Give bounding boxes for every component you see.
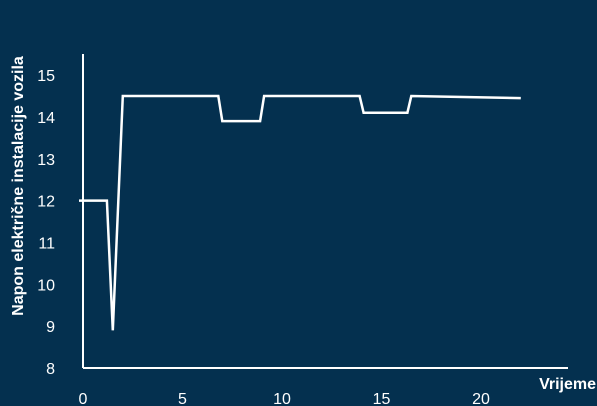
x-tick-label: 5 [178,391,187,406]
y-axis-title: Napon električne instalacije vozila [10,56,27,316]
y-tick-label: 8 [46,361,55,378]
y-tick-label: 9 [46,319,55,336]
x-tick-label: 15 [373,391,391,406]
x-tick-label: 10 [273,391,291,406]
x-tick-label: 20 [472,391,490,406]
y-tick-label: 14 [37,110,55,127]
y-tick-label: 10 [37,277,55,294]
y-tick-label: 11 [38,235,55,252]
x-axis-title: Vrijeme [539,376,596,393]
x-tick-label: 0 [79,391,88,406]
voltage-series-line [79,94,521,331]
y-tick-label: 15 [37,68,55,85]
y-tick-label: 13 [37,152,55,169]
y-tick-label: 12 [37,194,55,211]
